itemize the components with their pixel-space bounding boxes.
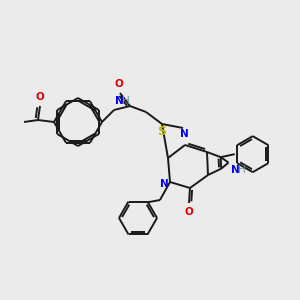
Text: O: O xyxy=(184,207,194,217)
Text: N: N xyxy=(115,96,124,106)
Text: S: S xyxy=(158,125,166,138)
Text: N: N xyxy=(232,165,240,175)
Text: H: H xyxy=(122,96,130,106)
Text: N: N xyxy=(180,129,188,139)
Text: O: O xyxy=(36,92,44,102)
Text: O: O xyxy=(115,79,123,89)
Text: H: H xyxy=(238,165,246,175)
Text: N: N xyxy=(160,179,168,189)
